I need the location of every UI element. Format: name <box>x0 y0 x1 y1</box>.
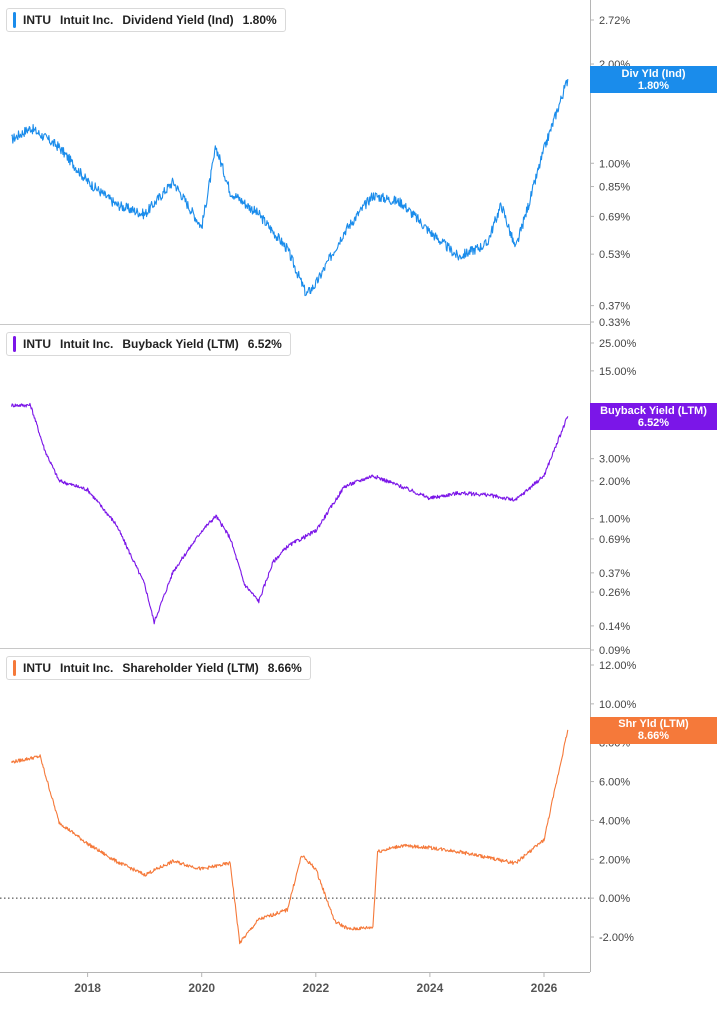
legend-ticker: INTU <box>23 661 51 675</box>
y-tick-label: 15.00% <box>599 366 637 378</box>
x-tick-label: 2018 <box>74 981 101 995</box>
legend-box-3: INTU Intuit Inc. Shareholder Yield (LTM) 8.… <box>6 656 311 680</box>
legend-company: Intuit Inc. <box>60 337 114 351</box>
x-tick-label: 2024 <box>417 981 444 995</box>
legend-value: 8.66% <box>267 661 302 675</box>
legend-value: 6.52% <box>247 337 282 351</box>
legend-swatch <box>13 336 16 352</box>
legend-metric: Buyback Yield (LTM) <box>122 337 239 351</box>
legend-company: Intuit Inc. <box>60 661 114 675</box>
badge-value: 6.52% <box>637 416 670 429</box>
legend-ticker: INTU <box>23 13 51 27</box>
y-tick-label: 0.00% <box>599 893 630 905</box>
y-tick-label: 3.00% <box>599 454 630 466</box>
y-tick-label: 0.14% <box>599 621 630 633</box>
legend-company: Intuit Inc. <box>60 13 114 27</box>
y-tick-label: 0.85% <box>599 182 630 194</box>
y-tick-label: 0.37% <box>599 301 630 313</box>
y-tick-label: 0.26% <box>599 587 630 599</box>
y-tick-label: 0.37% <box>599 568 630 580</box>
x-tick-label: 2026 <box>531 981 558 995</box>
current-value-badge-3: Shr Yld (LTM) 8.66% <box>590 716 717 744</box>
current-value-badge-2: Buyback Yield (LTM) 6.52% <box>590 403 717 431</box>
legend-metric: Dividend Yield (Ind) <box>122 13 234 27</box>
y-tick-label: 0.69% <box>599 211 630 223</box>
legend-box-2: INTU Intuit Inc. Buyback Yield (LTM) 6.52% <box>6 332 291 356</box>
legend-swatch <box>13 12 16 28</box>
y-tick-label: 1.00% <box>599 158 630 170</box>
series-line-1 <box>11 79 569 297</box>
legend-box-1: INTU Intuit Inc. Dividend Yield (Ind) 1.80% <box>6 8 286 32</box>
y-tick-label: 6.00% <box>599 777 630 789</box>
series-line-2 <box>10 402 569 625</box>
y-tick-label: 2.00% <box>599 476 630 488</box>
current-value-badge-1: Div Yld (Ind) 1.80% <box>590 66 717 94</box>
y-tick-label: 0.53% <box>599 249 630 261</box>
legend-swatch <box>13 660 16 676</box>
legend-metric: Shareholder Yield (LTM) <box>122 661 259 675</box>
badge-value: 8.66% <box>637 730 670 743</box>
x-tick-label: 2020 <box>188 981 215 995</box>
legend-value: 1.80% <box>242 13 277 27</box>
series-line-3 <box>11 729 569 945</box>
y-tick-label: 0.33% <box>599 317 630 329</box>
legend-ticker: INTU <box>23 337 51 351</box>
badge-label: Div Yld (Ind) <box>621 67 686 80</box>
y-tick-label: 0.69% <box>599 534 630 546</box>
y-tick-label: 12.00% <box>599 660 637 672</box>
y-tick-label: 10.00% <box>599 699 637 711</box>
x-tick-label: 2022 <box>302 981 329 995</box>
y-tick-label: 1.00% <box>599 514 630 526</box>
y-tick-label: -2.00% <box>599 932 634 944</box>
y-tick-label: 4.00% <box>599 815 630 827</box>
y-tick-label: 2.00% <box>599 854 630 866</box>
badge-value: 1.80% <box>637 79 670 92</box>
y-tick-label: 0.09% <box>599 645 630 657</box>
y-tick-label: 2.72% <box>599 15 630 27</box>
badge-label: Shr Yld (LTM) <box>618 718 689 731</box>
badge-label: Buyback Yield (LTM) <box>600 404 707 417</box>
y-tick-label: 25.00% <box>599 338 637 350</box>
